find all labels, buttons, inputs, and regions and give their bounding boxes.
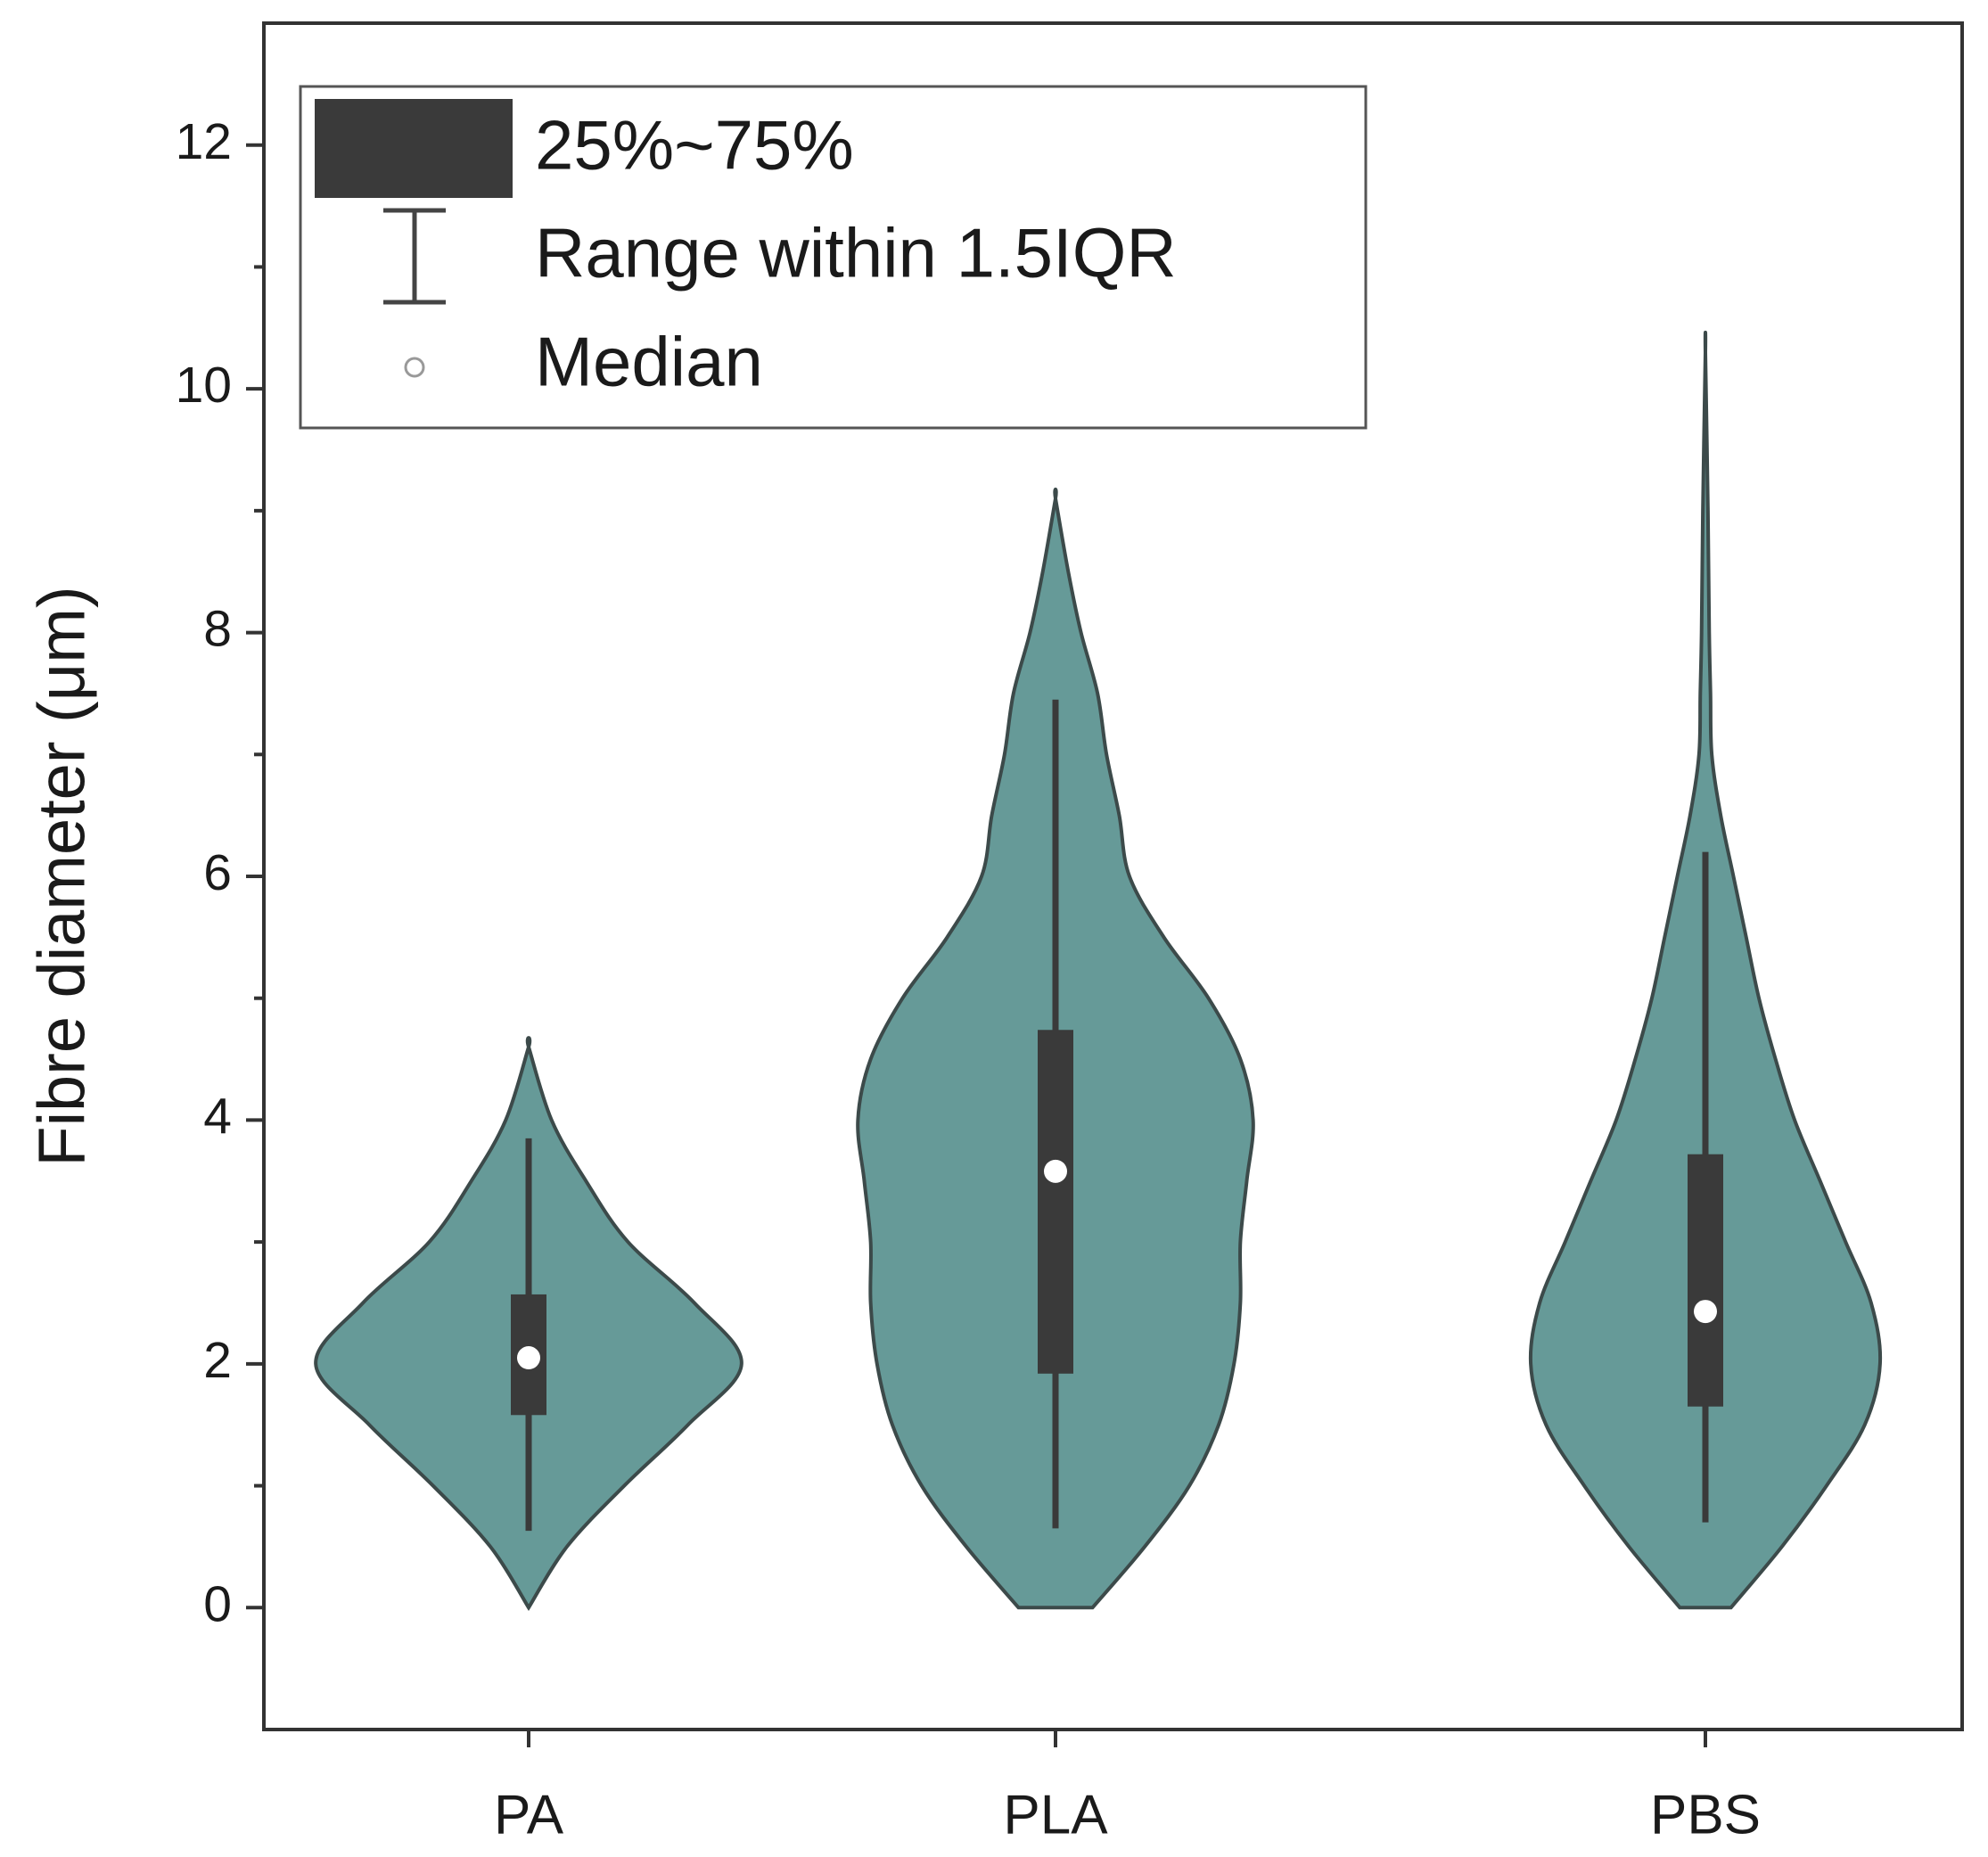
iqr-box xyxy=(1688,1154,1723,1407)
y-tick-label: 12 xyxy=(176,113,232,170)
y-tick-label: 2 xyxy=(203,1332,232,1389)
legend-label: Range within 1.5IQR xyxy=(535,214,1177,292)
legend-median xyxy=(404,357,425,378)
median xyxy=(1694,1300,1717,1324)
iqr-box xyxy=(1038,1030,1073,1374)
y-tick-label: 4 xyxy=(203,1088,232,1145)
y-tick-label: 0 xyxy=(203,1575,232,1632)
legend-label: Median xyxy=(535,323,763,401)
x-tick-label: PA xyxy=(494,1784,564,1845)
y-tick-label: 8 xyxy=(203,601,232,658)
median xyxy=(1044,1159,1067,1183)
plot-frame xyxy=(262,21,1964,1731)
legend-swatch xyxy=(315,99,513,198)
y-axis-label: Fibre diameter (μm) xyxy=(25,586,99,1166)
legend-label: 25%~75% xyxy=(535,106,854,185)
y-tick-label: 10 xyxy=(176,357,232,414)
x-tick-label: PLA xyxy=(1003,1784,1108,1845)
y-tick-label: 6 xyxy=(203,844,232,901)
x-tick-label: PBS xyxy=(1650,1784,1761,1845)
median xyxy=(517,1346,540,1370)
